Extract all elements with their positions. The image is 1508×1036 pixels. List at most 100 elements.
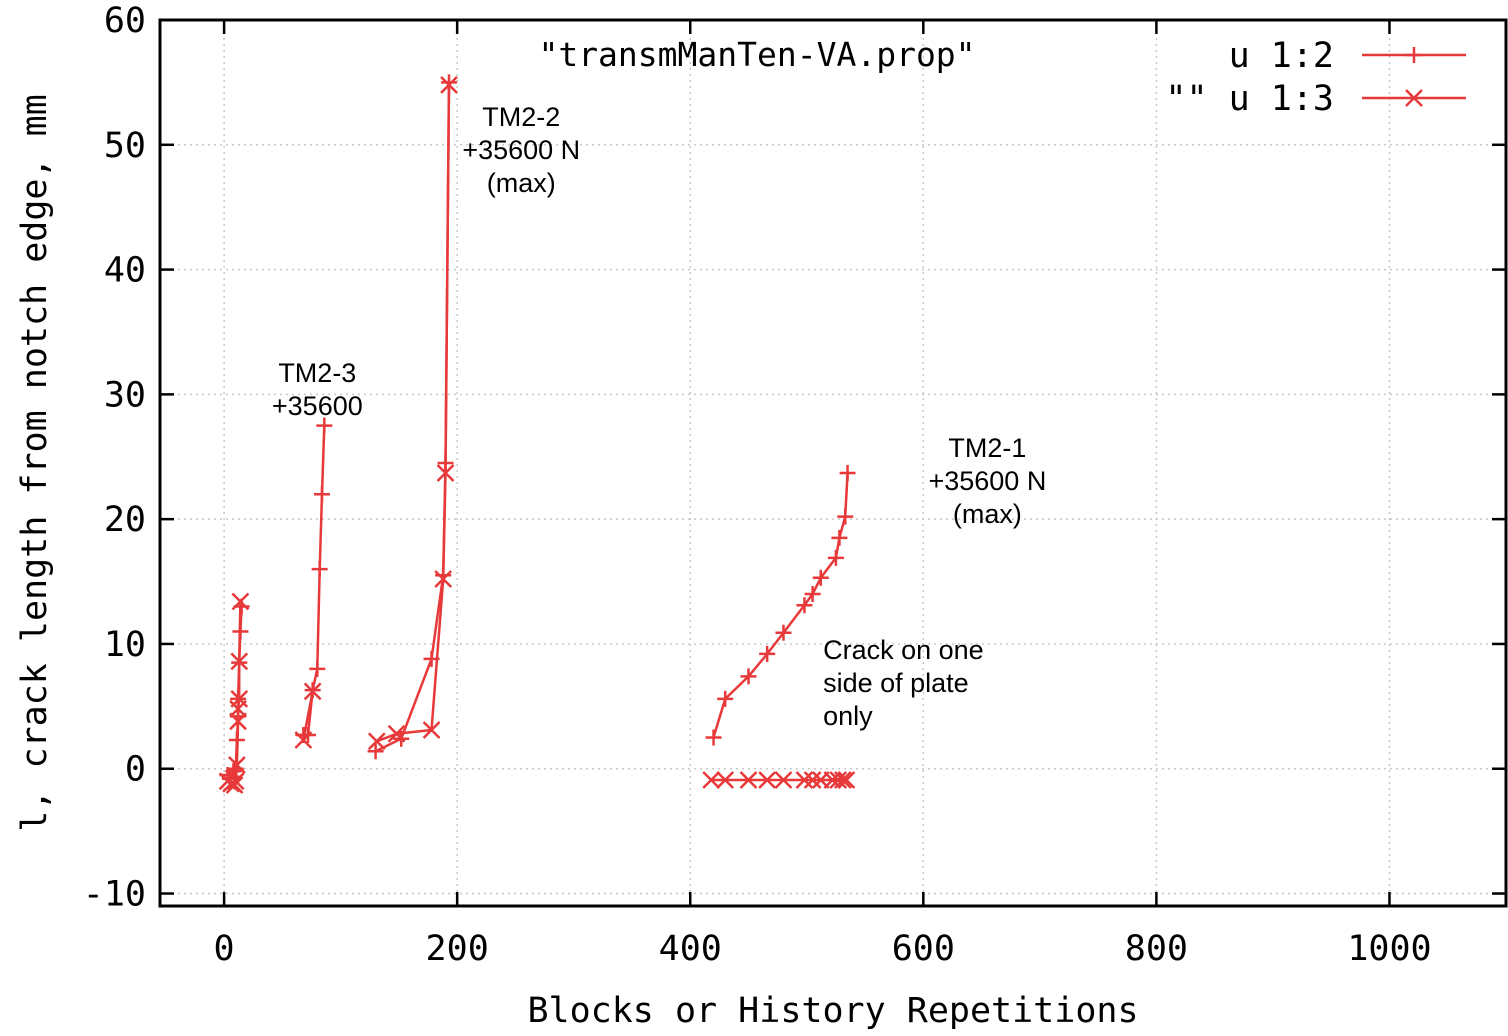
series-2: [218, 76, 856, 794]
x-tick-label: 800: [1125, 929, 1188, 969]
legend-label: "" u 1:3: [1165, 79, 1334, 119]
marker-stroke: [222, 774, 240, 793]
data-point: [226, 772, 245, 791]
y-tick-label: 40: [104, 251, 146, 291]
data-point: [1406, 47, 1422, 63]
annotation-line: side of plate: [823, 668, 969, 698]
data-point: [440, 76, 458, 94]
series-line: [302, 691, 314, 741]
data-point: [313, 486, 330, 503]
data-point: [795, 771, 814, 789]
marker-stroke: [702, 771, 721, 789]
series-line: [376, 84, 451, 743]
marker-stroke: [294, 731, 313, 749]
data-point: [387, 724, 406, 743]
data-point: [839, 464, 856, 481]
marker-stroke: [225, 776, 244, 794]
marker-stroke: [716, 771, 735, 789]
data-point: [230, 652, 249, 671]
annotation-line: +35600 N: [928, 466, 1046, 496]
marker-stroke: [231, 592, 250, 611]
y-tick-label: -10: [83, 875, 146, 915]
marker-stroke: [303, 682, 322, 701]
data-point: [831, 529, 848, 546]
marker-stroke: [440, 76, 458, 94]
x-tick-label: 0: [214, 929, 235, 969]
legend: u 1:2"" u 1:3: [1165, 36, 1466, 119]
data-point: [228, 756, 246, 774]
x-tick-label: 400: [659, 929, 722, 969]
marker-stroke: [230, 689, 249, 708]
data-point: [796, 597, 813, 614]
marker-stroke: [230, 652, 249, 671]
data-point: [230, 689, 249, 708]
data-point: [827, 549, 844, 566]
data-point: [705, 729, 722, 746]
y-tick-label: 20: [104, 500, 146, 540]
y-axis-label: l, crack length from notch edge, mm: [15, 94, 55, 832]
marker-stroke: [226, 772, 245, 791]
data-point: [803, 771, 822, 789]
annotation-line: (max): [487, 168, 556, 198]
marker-stroke: [739, 771, 758, 789]
chart-title: "transmManTen-VA.prop": [538, 35, 975, 74]
marker-stroke: [229, 712, 247, 731]
data-point: [309, 660, 326, 677]
marker-stroke: [774, 771, 793, 789]
y-tick-label: 30: [104, 375, 146, 415]
x-tick-label: 1000: [1347, 929, 1431, 969]
data-point: [311, 561, 328, 578]
data-point: [436, 464, 455, 482]
x-tick-label: 600: [892, 929, 955, 969]
plot-frame: [158, 18, 1508, 908]
marker-stroke: [367, 732, 386, 751]
data-point: [294, 731, 313, 749]
annotation-label: TM2-3 +35600: [272, 358, 363, 421]
data-point: [1405, 89, 1423, 107]
annotation-line: +35600: [272, 391, 363, 421]
annotation-line: TM2-3: [278, 358, 356, 388]
data-point: [834, 771, 852, 789]
data-point: [740, 668, 757, 685]
data-point: [837, 771, 856, 789]
data-point: [367, 732, 386, 751]
y-tick-label: 60: [104, 1, 146, 41]
marker-stroke: [834, 771, 852, 789]
data-point: [759, 645, 776, 662]
y-tick-label: 0: [125, 750, 146, 790]
data-point: [367, 743, 384, 760]
marker-stroke: [837, 771, 856, 789]
data-point: [812, 569, 829, 586]
annotation-line: (max): [953, 499, 1022, 529]
data-point: [758, 771, 777, 789]
data-point: [717, 690, 734, 707]
data-point: [222, 774, 240, 793]
data-point: [231, 592, 250, 611]
x-axis-label: Blocks or History Repetitions: [527, 991, 1138, 1031]
data-point: [303, 682, 322, 701]
marker-stroke: [228, 756, 246, 774]
axis-ticks: 0 200 400 600 800 1000 -10 0 10 20 30 40 50 60: [83, 1, 1506, 969]
data-point: [316, 417, 333, 434]
marker-stroke: [436, 464, 455, 482]
data-point: [716, 771, 735, 789]
y-tick-label: 10: [104, 625, 146, 665]
annotation-line: Crack on one: [823, 635, 984, 665]
y-tick-label: 50: [104, 126, 146, 166]
marker-stroke: [803, 771, 822, 789]
annotation-label: TM2-1 +35600 N (max): [928, 433, 1046, 529]
annotation-line: TM2-1: [948, 433, 1026, 463]
legend-label: u 1:2: [1229, 36, 1334, 76]
marker-stroke: [387, 724, 406, 743]
data-point: [229, 712, 247, 731]
annotation-label: Crack on one side of plate only: [823, 635, 984, 731]
data-point: [829, 771, 848, 789]
marker-stroke: [829, 771, 848, 789]
data-point: [434, 570, 453, 588]
data-point: [739, 771, 758, 789]
annotation-label: TM2-2 +35600 N (max): [462, 102, 580, 198]
data-point: [702, 771, 721, 789]
marker-stroke: [434, 570, 453, 588]
